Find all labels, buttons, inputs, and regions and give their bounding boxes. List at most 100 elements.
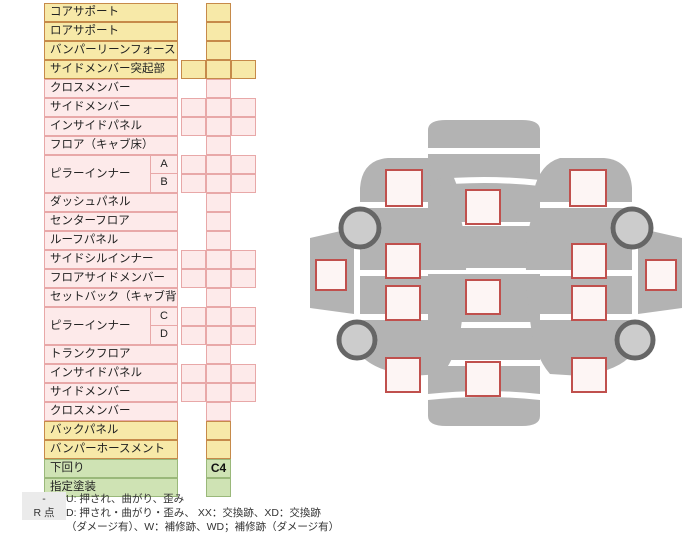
damage-cell[interactable] bbox=[206, 478, 231, 497]
damage-cell[interactable] bbox=[206, 250, 231, 269]
damage-cell[interactable] bbox=[206, 60, 231, 79]
damage-cell[interactable] bbox=[206, 3, 231, 22]
damage-cell[interactable] bbox=[181, 307, 206, 326]
structure-sub-label: B bbox=[151, 174, 178, 193]
structure-row-label: ロアサポート bbox=[44, 22, 178, 41]
damage-cell[interactable] bbox=[206, 345, 231, 364]
damage-row bbox=[181, 136, 256, 155]
damage-row: C4 bbox=[181, 459, 256, 478]
damage-cell-empty bbox=[181, 231, 206, 250]
structure-row: フロア（キャブ床） bbox=[44, 136, 256, 155]
damage-cell[interactable] bbox=[206, 402, 231, 421]
structure-row: セットバック（キャブ背） bbox=[44, 288, 256, 307]
damage-cell-empty bbox=[231, 421, 256, 440]
damage-cell-empty bbox=[231, 402, 256, 421]
damage-cell[interactable] bbox=[206, 136, 231, 155]
structure-row-label: フロア（キャブ床） bbox=[44, 136, 178, 155]
damage-cell[interactable] bbox=[181, 60, 206, 79]
structure-label-column: コアサポートロアサポートバンパーリーンフォースメントサイドメンバー突起部クロスメ… bbox=[44, 3, 256, 497]
damage-row bbox=[181, 3, 256, 22]
structure-row: バックパネル bbox=[44, 421, 256, 440]
structure-row-label: サイドメンバー bbox=[44, 383, 178, 402]
damage-cell[interactable] bbox=[231, 269, 256, 288]
structure-row-label: バンパーホースメント bbox=[44, 440, 178, 459]
structure-row-merged: ピラーインナー A B bbox=[44, 155, 256, 193]
damage-cell-grid: C4 bbox=[181, 3, 256, 497]
damage-cell[interactable] bbox=[206, 269, 231, 288]
damage-cell[interactable] bbox=[206, 326, 231, 345]
damage-cell[interactable] bbox=[206, 193, 231, 212]
structure-row: サイドシルインナー bbox=[44, 250, 256, 269]
legend-text-d: D: 押され・曲がり・歪み、 XX：交換跡、XD：交換跡 bbox=[66, 507, 321, 519]
structure-row: コアサポート bbox=[44, 3, 256, 22]
damage-row bbox=[181, 60, 256, 79]
damage-cell[interactable] bbox=[231, 98, 256, 117]
damage-cell[interactable] bbox=[206, 22, 231, 41]
damage-cell[interactable] bbox=[231, 383, 256, 402]
damage-cell[interactable] bbox=[231, 364, 256, 383]
damage-cell[interactable] bbox=[206, 307, 231, 326]
structure-row-label: クロスメンバー bbox=[44, 79, 178, 98]
structure-row-label: インサイドパネル bbox=[44, 364, 178, 383]
damage-cell[interactable] bbox=[206, 440, 231, 459]
damage-cell[interactable] bbox=[206, 383, 231, 402]
damage-cell[interactable] bbox=[231, 250, 256, 269]
damage-cell[interactable] bbox=[231, 117, 256, 136]
damage-cell[interactable] bbox=[206, 117, 231, 136]
damage-cell[interactable] bbox=[231, 155, 256, 174]
damage-row bbox=[181, 212, 256, 231]
structure-row: ダッシュパネル bbox=[44, 193, 256, 212]
structure-row-label: サイドメンバー bbox=[44, 98, 178, 117]
damage-row bbox=[181, 383, 256, 402]
damage-cell[interactable] bbox=[181, 155, 206, 174]
structure-row-label: クロスメンバー bbox=[44, 402, 178, 421]
damage-cell[interactable] bbox=[206, 155, 231, 174]
damage-cell[interactable] bbox=[206, 98, 231, 117]
damage-cell-empty bbox=[231, 22, 256, 41]
legend-key-dash: - bbox=[22, 492, 66, 506]
structure-row: サイドメンバー bbox=[44, 383, 256, 402]
structure-row-label: サイドメンバー突起部 bbox=[44, 60, 178, 79]
damage-cell[interactable] bbox=[206, 79, 231, 98]
damage-cell-empty bbox=[231, 136, 256, 155]
structure-row: バンパーホースメント bbox=[44, 440, 256, 459]
structure-row-merged: ピラーインナー C D bbox=[44, 307, 256, 345]
legend: - U: 押され、曲がり、歪み R 点 D: 押され・曲がり・歪み、 XX：交換… bbox=[22, 492, 442, 534]
structure-row: センターフロア bbox=[44, 212, 256, 231]
structure-row-label: コアサポート bbox=[44, 3, 178, 22]
damage-cell[interactable] bbox=[181, 269, 206, 288]
structure-row: インサイドパネル bbox=[44, 117, 256, 136]
damage-cell[interactable] bbox=[231, 174, 256, 193]
damage-cell[interactable] bbox=[206, 421, 231, 440]
damage-cell[interactable] bbox=[206, 174, 231, 193]
legend-line-u: - U: 押され、曲がり、歪み bbox=[22, 492, 442, 506]
damage-cell[interactable] bbox=[181, 117, 206, 136]
damage-cell[interactable] bbox=[231, 307, 256, 326]
damage-cell[interactable] bbox=[181, 326, 206, 345]
damage-cell[interactable] bbox=[181, 250, 206, 269]
damage-cell[interactable] bbox=[181, 174, 206, 193]
structure-row-label: インサイドパネル bbox=[44, 117, 178, 136]
damage-cell[interactable] bbox=[206, 364, 231, 383]
structure-row: ルーフパネル bbox=[44, 231, 256, 250]
damage-cell-empty bbox=[181, 440, 206, 459]
damage-cell[interactable] bbox=[231, 326, 256, 345]
damage-row bbox=[181, 326, 256, 345]
damage-cell[interactable] bbox=[206, 288, 231, 307]
damage-row bbox=[181, 174, 256, 193]
damage-cell[interactable] bbox=[206, 212, 231, 231]
damage-cell[interactable]: C4 bbox=[206, 459, 231, 478]
damage-cell[interactable] bbox=[181, 383, 206, 402]
structure-row-label: セットバック（キャブ背） bbox=[44, 288, 178, 307]
structure-row: クロスメンバー bbox=[44, 79, 256, 98]
damage-cell-empty bbox=[181, 288, 206, 307]
structure-row: フロアサイドメンバー bbox=[44, 269, 256, 288]
damage-row bbox=[181, 402, 256, 421]
damage-cell[interactable] bbox=[181, 364, 206, 383]
damage-cell[interactable] bbox=[231, 60, 256, 79]
structure-sub-label: C bbox=[151, 307, 178, 326]
damage-cell[interactable] bbox=[206, 231, 231, 250]
damage-cell[interactable] bbox=[206, 41, 231, 60]
structure-sub-label: D bbox=[151, 326, 178, 345]
damage-cell[interactable] bbox=[181, 98, 206, 117]
